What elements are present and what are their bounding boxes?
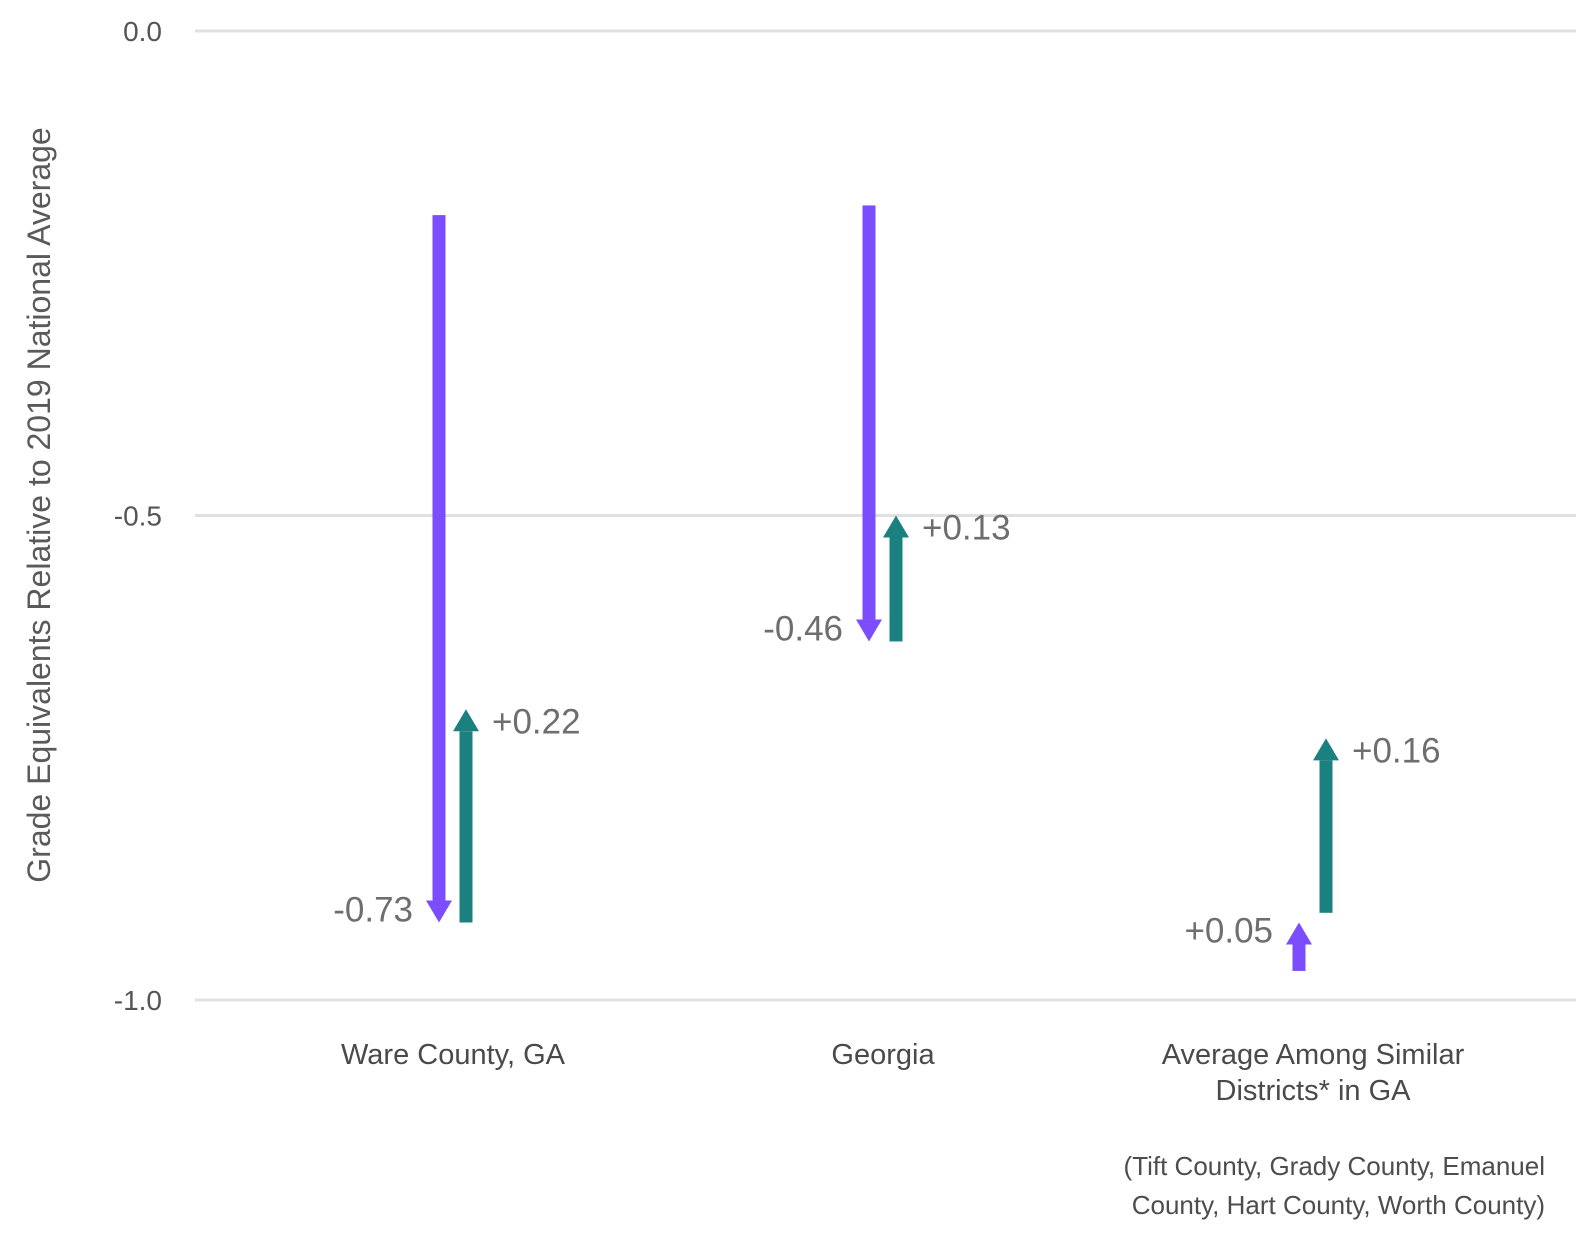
arrow-head bbox=[426, 900, 452, 923]
value-label: +0.13 bbox=[922, 509, 1011, 548]
arrow-head bbox=[1313, 738, 1339, 761]
y-tick-label: -1.0 bbox=[114, 985, 162, 1016]
arrow-mark bbox=[426, 215, 452, 923]
arrow-head bbox=[1286, 922, 1312, 945]
footnote-line-2: County, Hart County, Worth County) bbox=[1132, 1190, 1545, 1220]
arrow-shaft bbox=[1319, 760, 1333, 913]
y-tick-label: 0.0 bbox=[123, 16, 162, 47]
value-label: -0.73 bbox=[333, 890, 413, 929]
arrow-head bbox=[453, 709, 479, 732]
x-category-label: Average Among Similar bbox=[1162, 1039, 1465, 1071]
arrow-shaft bbox=[432, 215, 446, 901]
arrow-shaft bbox=[889, 537, 903, 642]
arrow-shaft bbox=[862, 205, 876, 620]
x-category-label: Ware County, GA bbox=[341, 1039, 566, 1071]
value-label: +0.22 bbox=[492, 702, 581, 741]
arrow-mark bbox=[453, 709, 479, 923]
x-category-label: Georgia bbox=[831, 1039, 935, 1071]
value-label: +0.16 bbox=[1352, 731, 1441, 770]
arrow-mark bbox=[1313, 738, 1339, 913]
arrow-head bbox=[883, 515, 909, 538]
value-label: -0.46 bbox=[763, 609, 843, 648]
value-labels: -0.73 -0.46 +0.05 +0.22 +0.13 +0.16 bbox=[333, 509, 1440, 951]
arrow-mark bbox=[883, 515, 909, 642]
y-tick-label: -0.5 bbox=[114, 501, 162, 532]
value-label: +0.05 bbox=[1184, 911, 1273, 950]
x-axis-categories: Ware County, GA Georgia Average Among Simi… bbox=[341, 1039, 1465, 1107]
footnote-line-1: (Tift County, Grady County, Emanuel bbox=[1124, 1151, 1545, 1181]
arrow-head bbox=[856, 619, 882, 642]
arrows bbox=[426, 205, 1339, 971]
x-category-label: Districts* in GA bbox=[1216, 1075, 1412, 1107]
arrow-shaft bbox=[1292, 944, 1306, 971]
arrow-shaft bbox=[459, 731, 473, 923]
y-axis-label: Grade Equivalents Relative to 2019 Natio… bbox=[21, 127, 57, 882]
gridlines bbox=[195, 29, 1576, 1002]
arrow-mark bbox=[856, 205, 882, 642]
y-axis-ticks: 0.0 -0.5 -1.0 bbox=[114, 16, 162, 1016]
arrow-mark bbox=[1286, 922, 1312, 971]
footnote: (Tift County, Grady County, Emanuel Coun… bbox=[1124, 1151, 1545, 1220]
